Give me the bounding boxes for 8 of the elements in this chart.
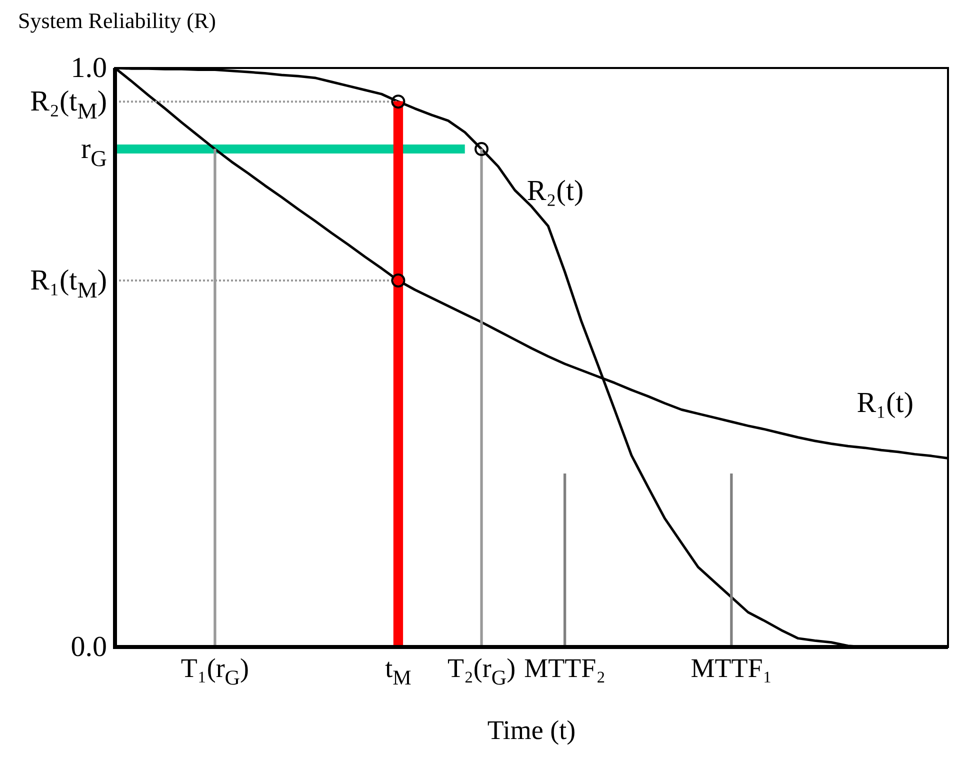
x-tick-label: MTTF₁ <box>690 653 772 683</box>
y-tick-label: 0.0 <box>70 631 107 663</box>
x-tick-label: MTTF₂ <box>524 653 606 683</box>
x-axis-title: Time (t) <box>487 715 576 745</box>
series-label: R₁(t) <box>856 386 914 419</box>
y-axis-title: System Reliability (R) <box>18 8 216 33</box>
y-tick-label: 1.0 <box>70 52 107 84</box>
series-label: R₂(t) <box>526 175 584 208</box>
